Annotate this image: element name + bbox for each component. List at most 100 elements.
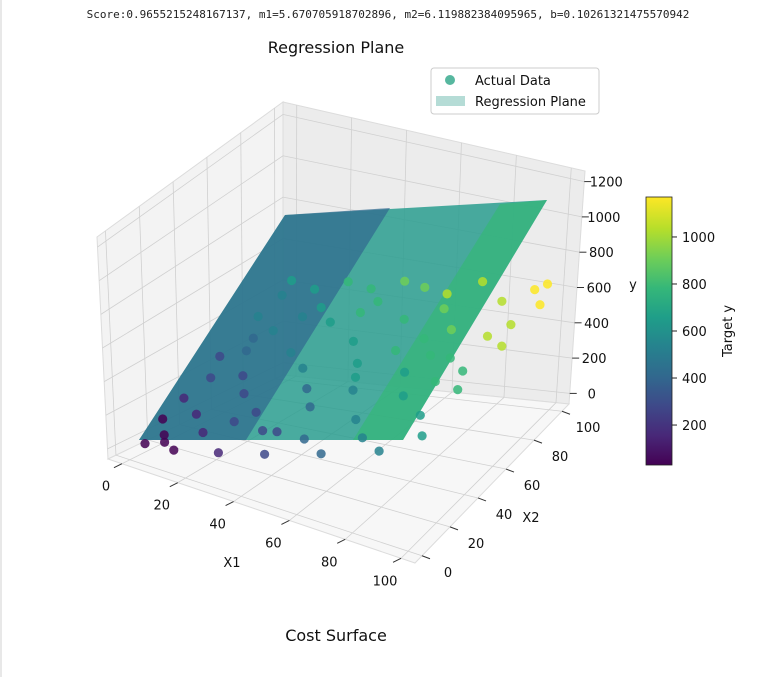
data-point (497, 296, 507, 306)
z-tick-label: 200 (582, 352, 607, 367)
x1-tick-mark (337, 538, 346, 544)
z-axis-label: y (629, 278, 637, 293)
regression-plane-band-dark (139, 208, 390, 440)
legend-patch-regression-plane (436, 96, 465, 106)
data-point (445, 353, 455, 363)
data-point (238, 371, 248, 381)
x2-tick-label: 20 (468, 537, 485, 552)
data-point (298, 363, 308, 373)
x2-tick-mark (561, 410, 571, 415)
x2-gridline-floor (147, 439, 451, 528)
data-point (229, 417, 239, 427)
x2-tick-label: 0 (444, 566, 452, 581)
z-tick-label: 400 (584, 317, 609, 332)
data-point (398, 391, 408, 401)
colorbar-tick-label: 1000 (682, 231, 715, 246)
colorbar-tick-label: 400 (682, 372, 707, 387)
z-gridline (98, 155, 582, 282)
data-point (530, 285, 540, 295)
data-point (241, 346, 251, 356)
data-point (373, 296, 383, 307)
legend-marker-actual-data (445, 75, 455, 85)
x1-tick-label: 80 (321, 555, 338, 570)
data-point (305, 402, 315, 412)
data-point (206, 373, 216, 383)
data-point (446, 325, 456, 335)
data-point (297, 312, 308, 322)
data-point (159, 430, 169, 440)
z-tick-label: 0 (588, 387, 596, 402)
colorbar-tick-label: 800 (682, 278, 707, 293)
data-point (351, 414, 361, 425)
data-point (302, 384, 312, 394)
data-point (160, 437, 170, 447)
data-point (453, 385, 463, 395)
data-point (399, 314, 409, 324)
legend-label-actual-data: Actual Data (475, 74, 551, 89)
chart-title: Regression Plane (268, 38, 404, 57)
z-tick-label: 600 (587, 282, 612, 297)
data-point (213, 448, 223, 458)
data-point (325, 317, 335, 327)
legend-label-regression-plane: Regression Plane (475, 95, 586, 110)
data-point (350, 372, 361, 382)
x1-gridline-floor (289, 391, 453, 521)
data-point (355, 307, 365, 318)
data-point (348, 385, 358, 395)
data-point (357, 433, 367, 443)
colorbar-ticks: 200 400 600 800 1000 (672, 231, 715, 434)
x2-tick-mark (421, 555, 431, 560)
x2-tick-mark (533, 439, 543, 444)
z-tick-label: 800 (589, 246, 614, 261)
x1-tick-mark (113, 463, 123, 469)
x-axis-label: X1 (223, 556, 240, 571)
x2-tick-label: 60 (524, 479, 541, 494)
data-point (258, 426, 268, 436)
x1-gridline-floor (400, 402, 557, 559)
data-point (439, 304, 449, 314)
data-point (286, 348, 296, 358)
x2-tick-mark (449, 526, 459, 531)
data-point (415, 410, 425, 420)
data-point (542, 279, 553, 289)
x1-tick-label: 20 (153, 499, 170, 514)
axis-ticks: 0204060801000204060801000200400600800100… (102, 176, 623, 590)
data-point (179, 393, 189, 403)
data-point (158, 414, 168, 424)
data-point (400, 276, 410, 286)
colorbar: 200 400 600 800 1000 Target y (645, 196, 736, 466)
colorbar-gradient (645, 196, 673, 466)
z-tick-label: 1200 (590, 176, 623, 191)
x2-gridline-floor (115, 454, 423, 557)
data-point (253, 311, 263, 322)
data-point (425, 350, 436, 360)
data-point (458, 366, 468, 376)
data-point (260, 449, 270, 459)
bottom-caption: Cost Surface (285, 626, 387, 645)
y-axis-label: X2 (522, 511, 539, 526)
data-point (248, 333, 258, 343)
z-gridline (97, 113, 585, 248)
data-point (478, 277, 488, 287)
data-point (442, 289, 452, 299)
data-point (272, 427, 282, 437)
data-point (506, 320, 516, 330)
data-point (299, 434, 309, 444)
data-point (169, 445, 179, 455)
x1-tick-mark (281, 520, 290, 525)
colorbar-label: Target y (721, 305, 736, 358)
data-point (251, 407, 261, 417)
x1-gridline-floor (344, 397, 505, 540)
data-point (316, 449, 326, 459)
data-point (352, 358, 362, 368)
data-point (391, 345, 401, 356)
z-tick-label: 1000 (587, 211, 620, 226)
x1-tick-label: 100 (373, 574, 398, 589)
data-point (366, 284, 376, 294)
data-point (374, 446, 384, 456)
colorbar-tick-label: 200 (682, 419, 707, 434)
actual-data-points (140, 275, 553, 459)
x2-tick-label: 100 (576, 421, 601, 436)
data-point (215, 351, 225, 361)
